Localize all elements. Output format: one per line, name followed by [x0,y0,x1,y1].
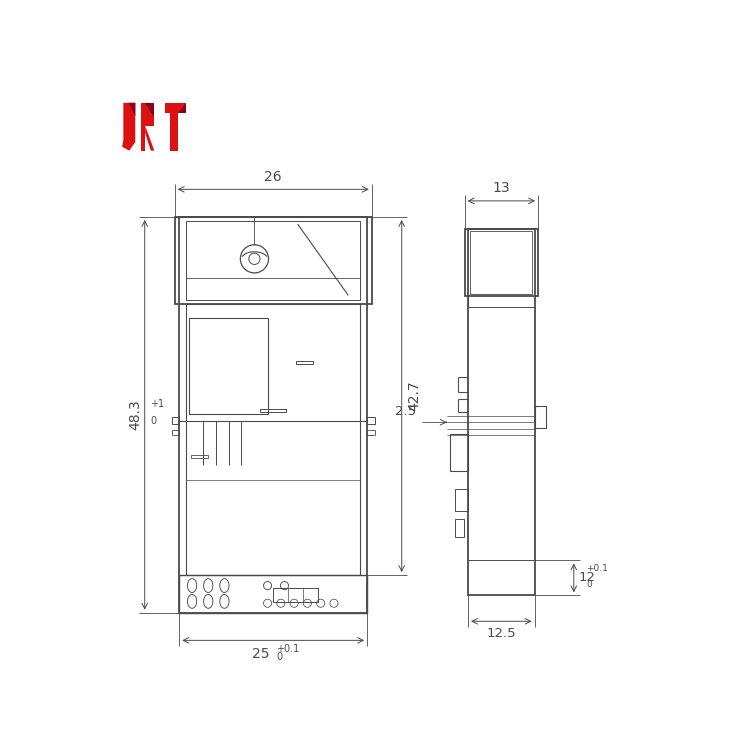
Polygon shape [178,103,186,113]
Bar [454,519,464,537]
Bar [454,489,468,511]
Text: 25: 25 [252,647,270,662]
Bar [367,417,374,424]
Text: 42.7: 42.7 [407,381,422,411]
Text: +1: +1 [151,399,164,409]
Text: 2.5: 2.5 [395,404,416,418]
Text: 26: 26 [265,170,282,184]
Bar [468,229,535,596]
Bar [260,409,286,413]
Polygon shape [146,126,154,151]
Polygon shape [122,103,135,151]
Bar [191,454,208,458]
Bar [175,217,372,304]
Text: 0: 0 [586,580,592,590]
Bar [449,434,468,471]
Polygon shape [146,103,154,126]
Bar [367,430,374,435]
Bar [535,406,547,428]
Polygon shape [129,103,135,116]
Polygon shape [170,113,178,151]
Bar [186,221,360,300]
Text: 0: 0 [276,652,282,662]
Text: +0.1: +0.1 [586,564,608,573]
Bar [172,417,179,424]
Text: 12.5: 12.5 [487,627,516,640]
Text: 13: 13 [493,181,510,195]
Text: 0: 0 [151,416,157,426]
Bar [470,231,532,294]
Bar [273,588,318,602]
Bar [186,304,360,575]
Polygon shape [164,103,186,113]
Bar [296,361,313,364]
Bar [465,229,538,296]
Text: 12: 12 [578,572,596,584]
Text: 48.3: 48.3 [128,400,142,430]
Polygon shape [140,103,146,151]
Polygon shape [146,103,154,117]
Text: +0.1: +0.1 [276,644,299,654]
Bar [179,217,367,613]
Bar [172,430,179,435]
Bar [189,318,268,413]
Bar [179,575,367,613]
